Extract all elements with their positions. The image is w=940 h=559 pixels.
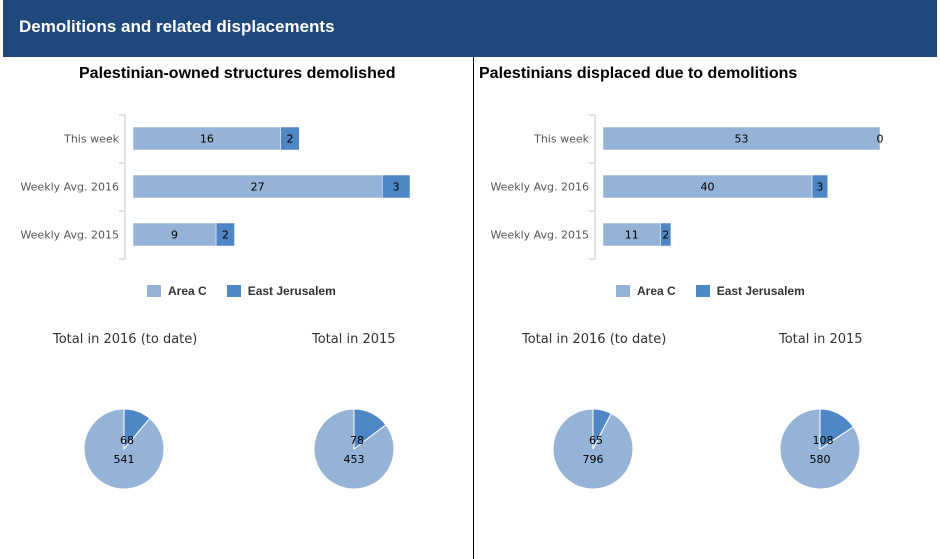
pie-data-label: 65: [589, 434, 603, 447]
page-title: Demolitions and related displacements: [19, 17, 335, 36]
pie-data-label: 541: [114, 453, 135, 466]
pie-slice[interactable]: [83, 408, 165, 490]
bar-data-label: 3: [393, 181, 400, 194]
bar-segment[interactable]: [660, 222, 672, 247]
bar-data-label: 16: [200, 133, 214, 146]
bar-segment[interactable]: [215, 222, 235, 247]
bar-data-label: 53: [735, 133, 749, 146]
legend-label: Area C: [637, 284, 676, 298]
legend-swatch: [147, 285, 161, 297]
bar-segment[interactable]: [811, 174, 828, 199]
bar-data-label: 27: [251, 181, 265, 194]
category-label: Weekly Avg. 2015: [20, 229, 119, 242]
bar-segment[interactable]: [382, 174, 411, 199]
bar-data-label: 40: [701, 181, 715, 194]
pie-title: Total in 2015: [779, 332, 863, 347]
legend-label: Area C: [168, 284, 207, 298]
legend-swatch: [226, 285, 241, 297]
stacked-bar-chart: This week 53 0 Weekly Avg. 2016 40 3 Weekly Av…: [490, 114, 884, 260]
legend-swatch: [695, 285, 710, 297]
legend-item-area-c[interactable]: Area C: [616, 284, 676, 298]
pie-data-label: 108: [813, 434, 834, 447]
panel-structures-demolished: Palestinian-owned structures demolished …: [3, 57, 473, 559]
legend-item-east-jerusalem[interactable]: East Jerusalem: [695, 284, 805, 298]
bar-segment[interactable]: [602, 126, 881, 151]
category-label: Weekly Avg. 2015: [490, 229, 589, 242]
category-label: Weekly Avg. 2016: [20, 181, 119, 194]
chart-legend: Area C East Jerusalem: [616, 284, 825, 298]
bar-data-label: 2: [222, 229, 229, 242]
pie-slice[interactable]: [779, 408, 861, 490]
stacked-bar-chart: This week 16 2 Weekly Avg. 2016 27 3 Weekly Av…: [20, 114, 411, 260]
bar-segment[interactable]: [280, 126, 300, 151]
pie-data-label: 580: [810, 453, 831, 466]
pie-title: Total in 2016 (to date): [53, 332, 198, 347]
pie-title: Total in 2016 (to date): [522, 332, 667, 347]
panel-people-displaced: Palestinians displaced due to demolition…: [474, 57, 940, 559]
bar-data-label: 2: [662, 229, 669, 242]
chart-legend: Area C East Jerusalem: [147, 284, 356, 298]
pie-slice[interactable]: [552, 408, 634, 490]
pie-data-label: 453: [344, 453, 365, 466]
category-label: Weekly Avg. 2016: [490, 181, 589, 194]
pie-slice[interactable]: [313, 408, 395, 490]
bar-data-label: 9: [171, 229, 178, 242]
bar-data-label: 11: [625, 229, 639, 242]
header-bar: Demolitions and related displacements: [3, 0, 937, 57]
legend-swatch: [616, 285, 630, 297]
panel-title: Palestinian-owned structures demolished: [79, 65, 396, 82]
bar-data-label: 0: [877, 133, 884, 146]
pie-data-label: 68: [120, 434, 134, 447]
panel-divider: [473, 57, 474, 559]
bar-data-label: 3: [816, 181, 823, 194]
legend-item-area-c[interactable]: Area C: [147, 284, 207, 298]
legend-item-east-jerusalem[interactable]: East Jerusalem: [226, 284, 336, 298]
legend-label: East Jerusalem: [247, 284, 336, 298]
pie-data-label: 796: [583, 453, 604, 466]
category-label: This week: [533, 133, 590, 146]
legend-label: East Jerusalem: [716, 284, 805, 298]
bar-data-label: 2: [286, 133, 293, 146]
pie-title: Total in 2015: [312, 332, 396, 347]
category-label: This week: [63, 133, 120, 146]
panel-title: Palestinians displaced due to demolition…: [479, 65, 798, 82]
pie-data-label: 78: [350, 434, 364, 447]
